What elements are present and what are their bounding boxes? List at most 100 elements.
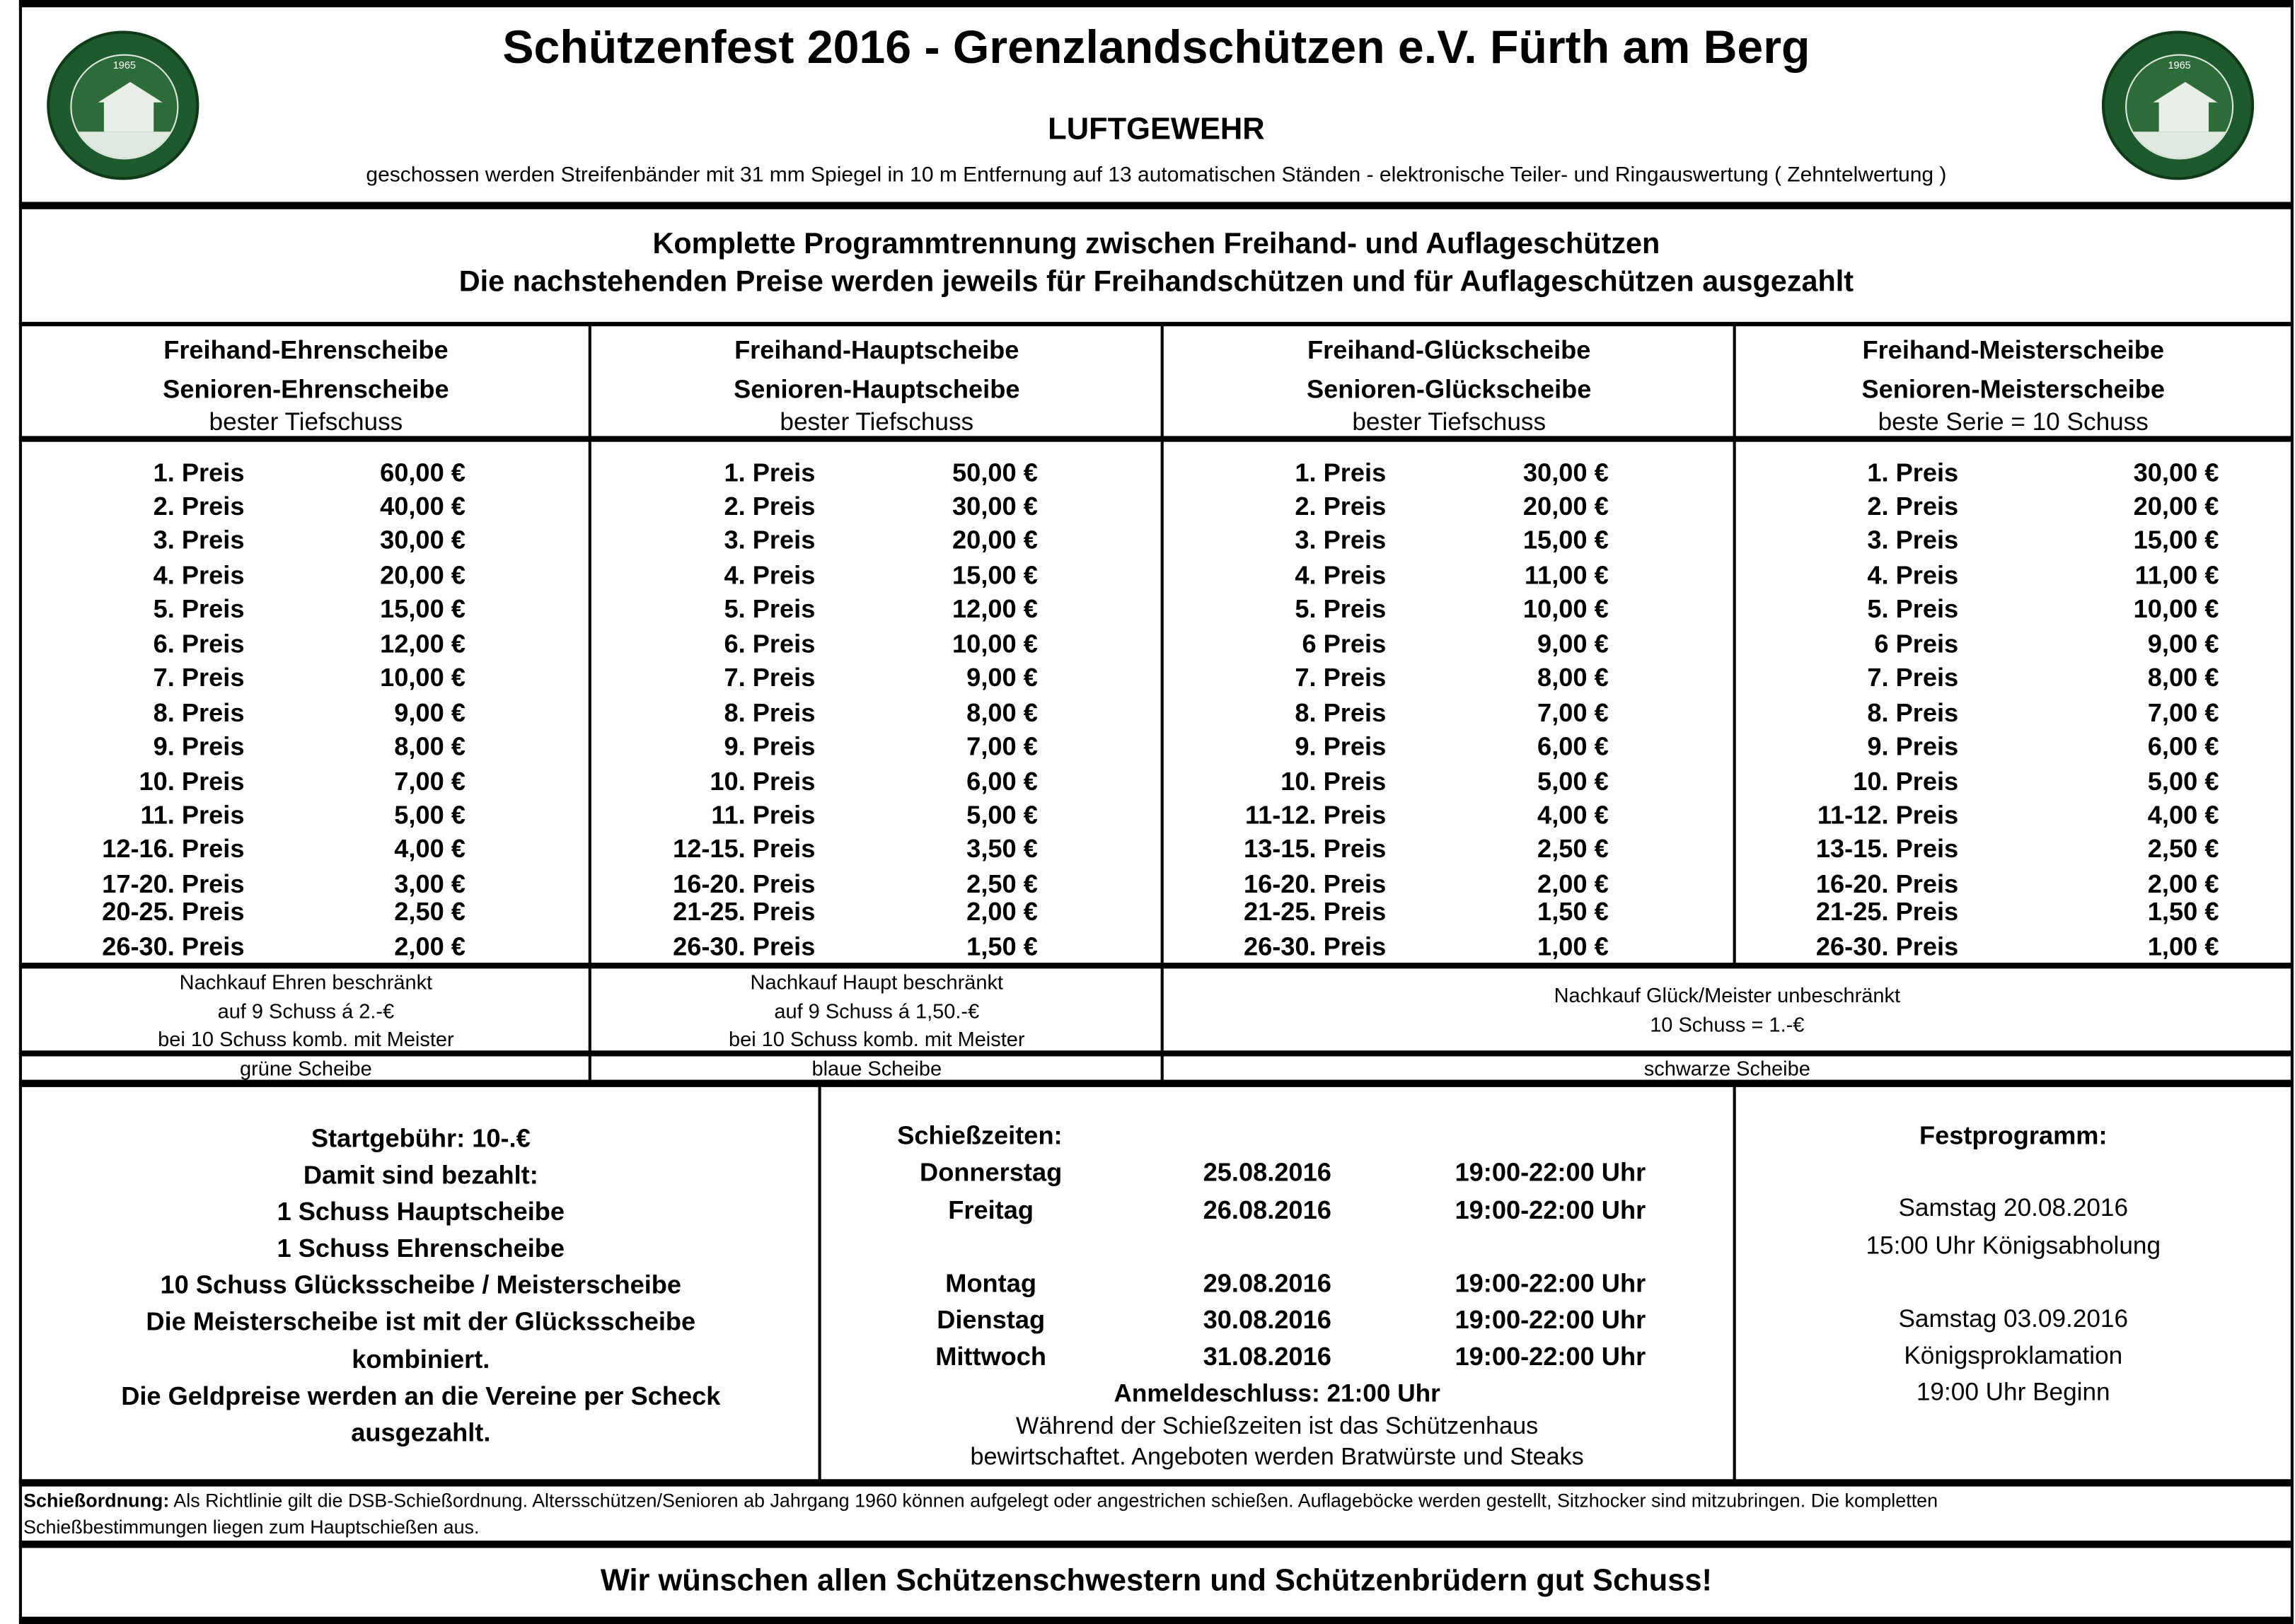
prize-amount: 12,00 € <box>952 593 1038 624</box>
page-subtitle: LUFTGEWEHR <box>1048 112 1265 146</box>
rules-label: Schießordnung: <box>23 1489 170 1512</box>
deadline: Anmeldeschluss: 21:00 Uhr <box>1114 1379 1440 1408</box>
prize-amount-cell: 3,00 € <box>0 869 466 898</box>
prize-amount-cell: 8,00 € <box>0 698 1038 727</box>
divider <box>18 0 2292 8</box>
prize-amount-cell: 10,00 € <box>0 594 1609 623</box>
prize-amount: 2,50 € <box>2147 834 2219 864</box>
prize-place: 1. Preis <box>1295 458 1387 487</box>
schedule-time: 19:00-22:00 Uhr <box>1455 1341 1646 1371</box>
prize-row: 11-12. Preis <box>0 800 1958 829</box>
prize-amount: 2,50 € <box>1537 834 1609 864</box>
prize-row: 11-12. Preis <box>0 800 1386 829</box>
prize-place: 4. Preis <box>153 560 245 590</box>
prize-place: 2. Preis <box>153 492 245 521</box>
prize-amount: 1,50 € <box>1537 896 1609 927</box>
prize-place: 6. Preis <box>153 629 245 659</box>
prize-row: 9. Preis <box>0 731 1958 760</box>
prize-amount: 9,00 € <box>2147 629 2219 659</box>
schedule-day: Donnerstag <box>920 1157 1063 1187</box>
club-logo-left: 1965 <box>47 30 200 180</box>
prize-amount-cell: 2,00 € <box>0 897 1038 926</box>
prize-row: 5. Preis <box>0 594 245 623</box>
schedule-title: Schießzeiten: <box>897 1120 1063 1150</box>
prize-row: 13-15. Preis <box>0 834 1958 863</box>
prize-amount-cell: 15,00 € <box>0 594 466 623</box>
festprogramm-line: 15:00 Uhr Königsabholung <box>1866 1231 2161 1260</box>
prize-row: 7. Preis <box>0 663 1386 692</box>
prize-amount: 2,00 € <box>2147 869 2219 899</box>
prize-amount-cell: 2,00 € <box>0 869 1609 898</box>
prize-amount-cell: 1,50 € <box>0 897 1609 926</box>
divider <box>18 1079 2292 1087</box>
prize-amount: 15,00 € <box>1522 525 1609 555</box>
prize-row: 12-15. Preis <box>0 834 815 863</box>
prize-place: 21-25. Preis <box>1243 896 1387 927</box>
prize-place: 26-30. Preis <box>1243 932 1387 962</box>
prize-row: 4. Preis <box>0 560 1958 589</box>
prize-amount: 10,00 € <box>380 663 466 692</box>
prize-amount-cell: 40,00 € <box>0 492 466 521</box>
prize-place: 7. Preis <box>1295 663 1387 692</box>
prize-amount-cell: 2,00 € <box>0 869 2219 898</box>
prize-amount-cell: 30,00 € <box>0 492 1038 521</box>
fee-line: ausgezahlt. <box>351 1417 491 1447</box>
prize-amount: 5,00 € <box>966 800 1038 830</box>
prize-row: 4. Preis <box>0 560 245 589</box>
prize-place: 26-30. Preis <box>1815 932 1959 962</box>
prize-row: 2. Preis <box>0 492 816 521</box>
nachkauf-line: Nachkauf Ehren beschränkt <box>179 970 433 994</box>
prize-place: 26-30. Preis <box>102 932 245 962</box>
prize-amount-cell: 9,00 € <box>0 698 466 727</box>
prize-amount-cell: 7,00 € <box>0 767 466 796</box>
prize-row: 1. Preis <box>0 458 1386 487</box>
prize-amount: 20,00 € <box>380 560 466 590</box>
divider <box>18 436 2292 442</box>
prize-amount: 9,00 € <box>966 663 1038 692</box>
prize-amount: 30,00 € <box>1522 458 1609 487</box>
prize-row: 16-20. Preis <box>0 869 815 898</box>
festprogramm-title: Festprogramm: <box>1919 1120 2108 1150</box>
prize-amount-cell: 20,00 € <box>0 492 2219 521</box>
nachkauf-line: auf 9 Schuss á 2.-€ <box>217 998 395 1022</box>
prize-place: 12-16. Preis <box>102 834 245 864</box>
prize-amount-cell: 50,00 € <box>0 458 1038 487</box>
prize-amount: 11,00 € <box>1524 560 1609 590</box>
catering-note-1: Während der Schießzeiten ist das Schütze… <box>1016 1413 1539 1440</box>
prize-place: 3. Preis <box>1867 525 1959 555</box>
fee-line: 1 Schuss Ehrenscheibe <box>277 1234 565 1263</box>
nachkauf-line: bei 10 Schuss komb. mit Meister <box>158 1027 454 1051</box>
prize-amount-cell: 15,00 € <box>0 526 1609 555</box>
column-criterion: bester Tiefschuss <box>1352 408 1547 436</box>
schedule-time: 19:00-22:00 Uhr <box>1455 1268 1646 1298</box>
schedule-date: 30.08.2016 <box>1203 1305 1331 1335</box>
prize-amount-cell: 2,50 € <box>0 869 1038 898</box>
prize-place: 4. Preis <box>1867 560 1959 590</box>
fee-line: Die Geldpreise werden an die Vereine per… <box>121 1380 721 1410</box>
prize-amount-cell: 4,00 € <box>0 800 2219 829</box>
prize-amount: 1,00 € <box>2147 932 2219 962</box>
prize-place: 11. Preis <box>140 800 245 830</box>
prize-amount: 8,00 € <box>966 697 1038 728</box>
prize-place: 2. Preis <box>724 492 816 521</box>
prize-row: 7. Preis <box>0 663 816 692</box>
prize-amount-cell: 6,00 € <box>0 731 2219 760</box>
divider <box>18 322 2292 327</box>
prize-amount: 8,00 € <box>394 731 466 761</box>
schedule-date: 31.08.2016 <box>1203 1341 1331 1371</box>
nachkauf-ehren: Nachkauf Ehren beschränkt auf 9 Schuss á… <box>22 968 590 1054</box>
prize-place: 9. Preis <box>1867 731 1959 761</box>
fee-line: 10 Schuss Glücksscheibe / Meisterscheibe <box>160 1270 682 1300</box>
prize-amount-cell: 7,00 € <box>0 698 2219 727</box>
prize-amount-cell: 5,00 € <box>0 800 466 829</box>
prize-row: 1. Preis <box>0 458 1958 487</box>
prize-amount: 11,00 € <box>2134 560 2219 590</box>
prize-place: 9. Preis <box>724 731 816 761</box>
column-subtitle: Senioren-Ehrenscheibe <box>163 374 449 404</box>
prize-place: 5. Preis <box>1867 593 1959 624</box>
prize-row: 5. Preis <box>0 594 1958 623</box>
prize-row: 3. Preis <box>0 526 245 555</box>
prize-amount-cell: 1,50 € <box>0 932 1038 961</box>
prize-amount: 5,00 € <box>1537 766 1609 796</box>
schedule-date: 26.08.2016 <box>1203 1195 1331 1225</box>
